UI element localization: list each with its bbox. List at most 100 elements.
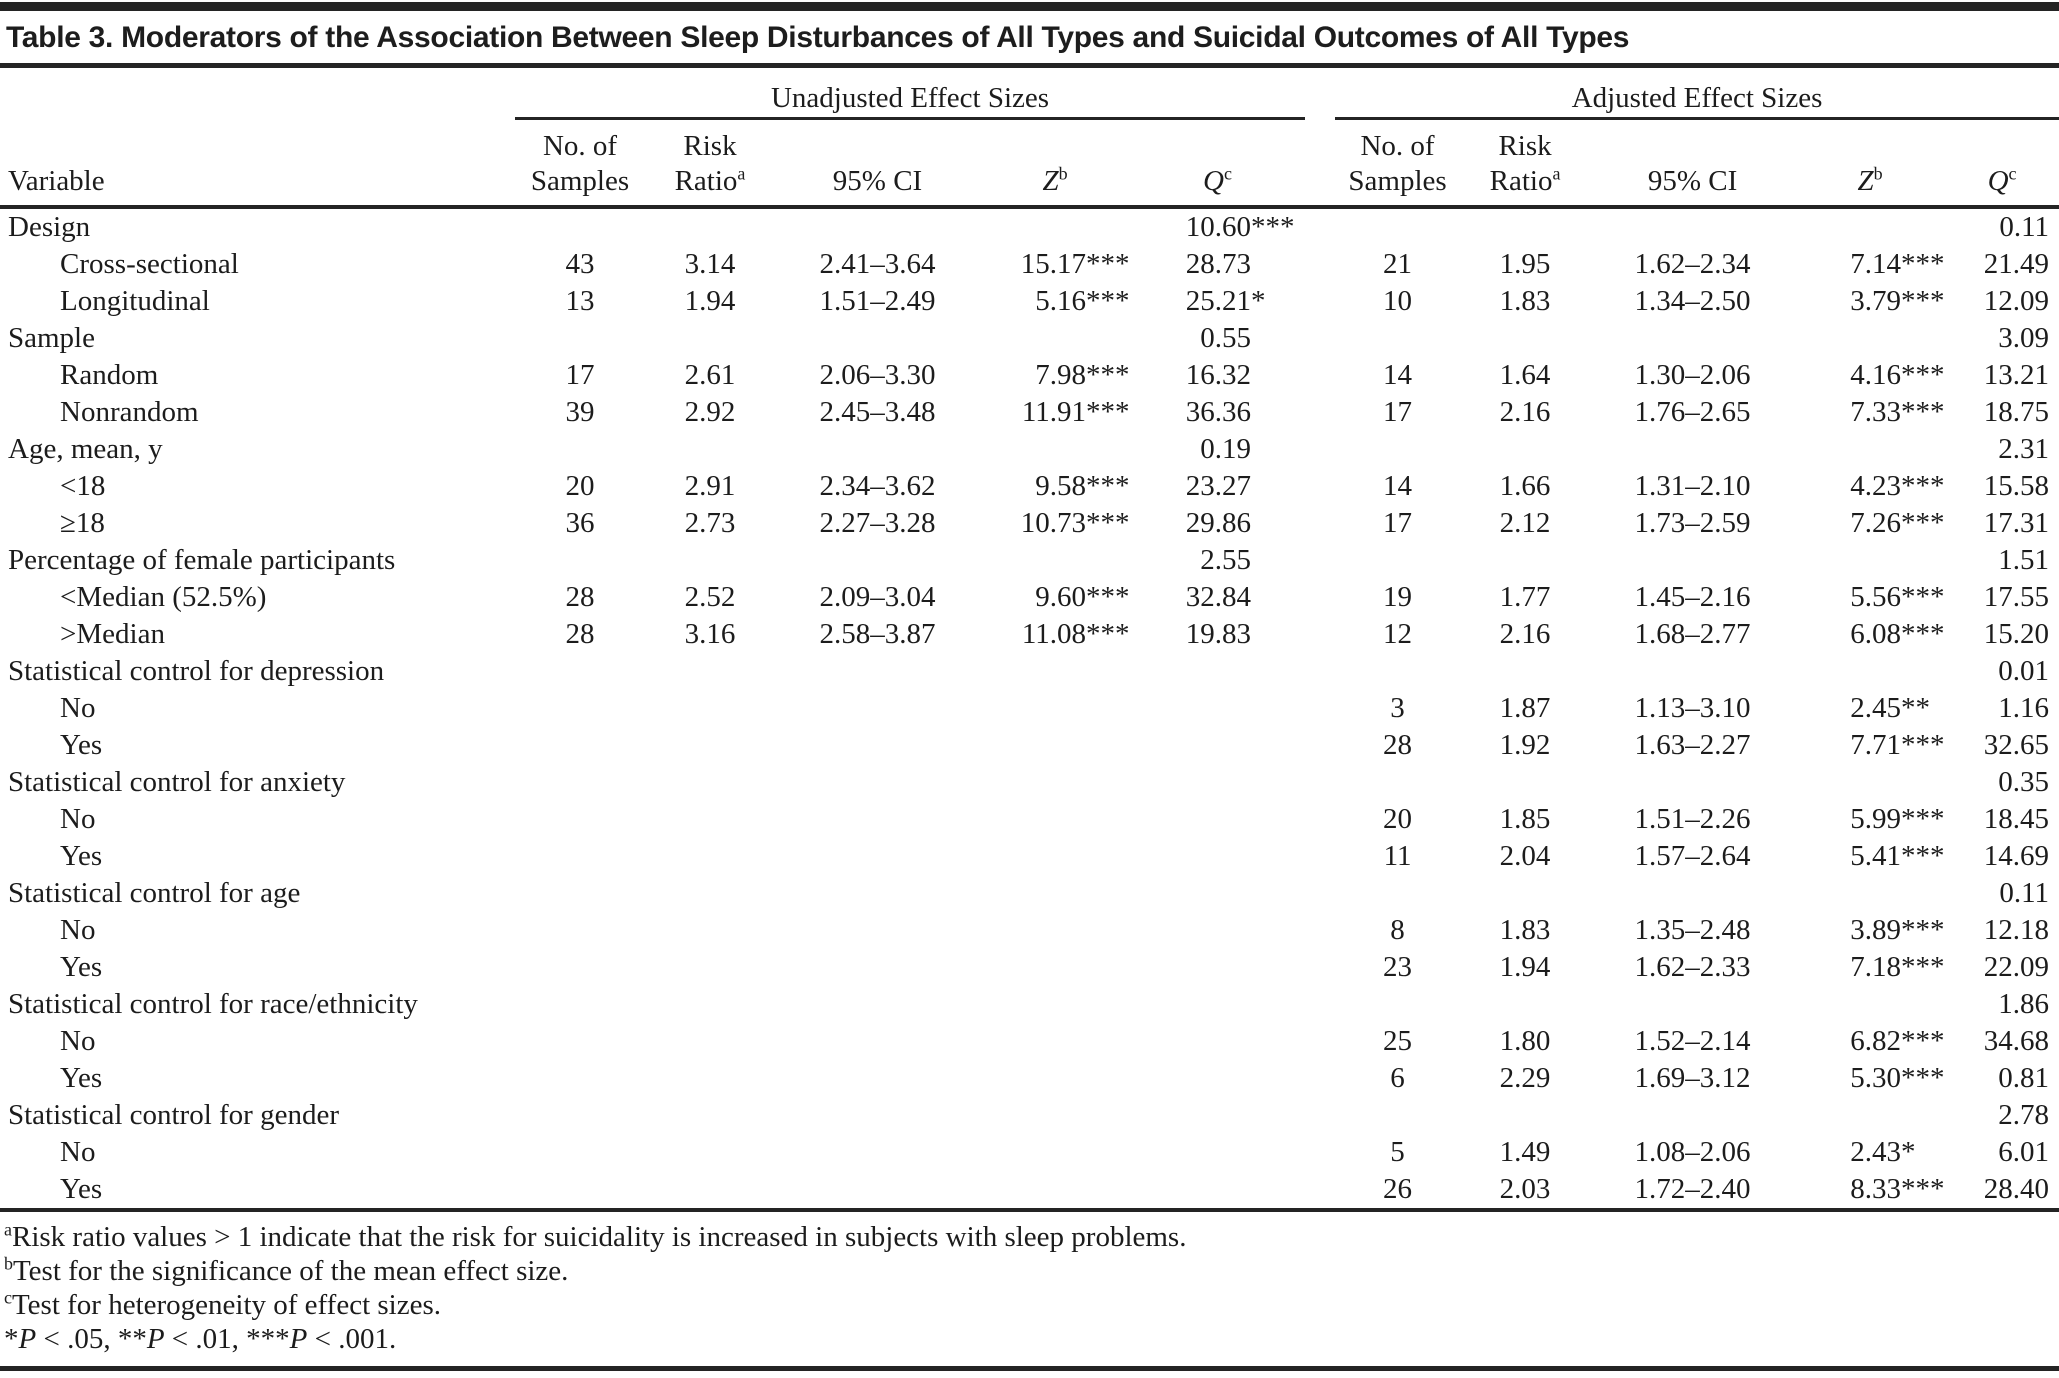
significance-stars: *** xyxy=(1901,470,1945,502)
cell-adjusted-samples xyxy=(1335,875,1460,912)
cell-value: 7.33 xyxy=(1850,396,1902,428)
cell-adjusted-z xyxy=(1795,320,1945,357)
cell-value: 17.31 xyxy=(1983,507,2050,539)
cell-gap xyxy=(1305,875,1335,912)
table-row: Statistical control for age 0.11 xyxy=(0,875,2059,912)
cell-adjusted-ci: 1.69–3.12 xyxy=(1634,1062,1751,1094)
cell-unadjusted-samples xyxy=(515,1171,645,1210)
cell-adjusted-z: 4.16*** xyxy=(1795,357,1945,394)
significance-text: < .05, xyxy=(36,1323,118,1355)
column-group-blank xyxy=(0,68,515,119)
cell-value: 15.58 xyxy=(1983,470,2050,502)
cell-adjusted-samples xyxy=(1335,207,1460,246)
cell-unadjusted-samples xyxy=(515,1060,645,1097)
significance-stars: *** xyxy=(1086,470,1130,502)
cell-unadjusted-z xyxy=(980,690,1130,727)
significance-stars: *** xyxy=(1901,1025,1945,1057)
cell-unadjusted-q: 29.86 xyxy=(1130,505,1305,542)
cell-unadjusted-z xyxy=(980,1023,1130,1060)
cell-value: 2.31 xyxy=(1998,433,2050,465)
significance-stars: *** xyxy=(1901,803,1945,835)
table-row: Statistical control for anxiety 0.35 xyxy=(0,764,2059,801)
cell-adjusted-q: 34.68 xyxy=(1945,1023,2059,1060)
cell-unadjusted-ratio xyxy=(645,986,775,1023)
column-header-label: No. of xyxy=(1360,130,1435,162)
cell-adjusted-z: 5.99*** xyxy=(1795,801,1945,838)
cell-adjusted-z xyxy=(1795,653,1945,690)
cell-value: 16.32 xyxy=(1185,359,1252,391)
cell-unadjusted-ratio xyxy=(645,949,775,986)
cell-unadjusted-z xyxy=(980,838,1130,875)
cell-unadjusted-q: 23.27 xyxy=(1130,468,1305,505)
cell-unadjusted-ratio: 2.91 xyxy=(684,470,736,502)
table-row: <Median (52.5%) 28 2.52 2.09–3.04 9.60*** 32.… xyxy=(0,579,2059,616)
table-row: Cross-sectional 43 3.14 2.41–3.64 15.17*** 28… xyxy=(0,246,2059,283)
column-header-variable: Variable xyxy=(0,118,515,209)
column-header-label: 95% CI xyxy=(1647,165,1738,197)
cell-adjusted-q: 0.35 xyxy=(1945,764,2059,801)
footnote-a-marker: a xyxy=(4,1219,12,1240)
cell-unadjusted-z xyxy=(980,801,1130,838)
cell-unadjusted-ci xyxy=(775,1060,980,1097)
cell-value: 32.84 xyxy=(1185,581,1252,613)
cell-adjusted-ratio: 2.12 xyxy=(1499,507,1551,539)
cell-unadjusted-q: 28.73 xyxy=(1130,246,1305,283)
significance-stars: *** xyxy=(1086,581,1130,613)
cell-unadjusted-z xyxy=(980,653,1130,690)
cell-unadjusted-ci: 1.51–2.49 xyxy=(819,285,936,317)
cell-adjusted-z: 4.23*** xyxy=(1795,468,1945,505)
cell-unadjusted-samples xyxy=(515,1097,645,1134)
cell-unadjusted-samples xyxy=(515,838,645,875)
column-group-unadjusted: Unadjusted Effect Sizes xyxy=(515,68,1306,120)
cell-value: 18.75 xyxy=(1983,396,2050,428)
cell-unadjusted-ci: 2.09–3.04 xyxy=(819,581,936,613)
cell-adjusted-samples xyxy=(1335,431,1460,468)
cell-unadjusted-z xyxy=(980,764,1130,801)
cell-unadjusted-samples xyxy=(515,764,645,801)
cell-unadjusted-z xyxy=(980,431,1130,468)
cell-unadjusted-q xyxy=(1130,912,1305,949)
table-row: Statistical control for depression 0.01 xyxy=(0,653,2059,690)
cell-value: 0.11 xyxy=(1999,211,2050,243)
cell-unadjusted-ratio: 3.14 xyxy=(684,248,736,280)
column-header-label: Samples xyxy=(1348,165,1447,197)
table-row: >Median 28 3.16 2.58–3.87 11.08*** 19.83 12 2.1… xyxy=(0,616,2059,653)
cell-adjusted-samples: 6 xyxy=(1390,1062,1405,1094)
cell-adjusted-samples: 23 xyxy=(1383,951,1413,983)
cell-adjusted-ratio: 1.83 xyxy=(1499,914,1551,946)
column-group-gap xyxy=(1305,68,1335,119)
cell-unadjusted-ratio xyxy=(645,690,775,727)
cell-adjusted-q: 18.75 xyxy=(1945,394,2059,431)
cell-unadjusted-q xyxy=(1130,1134,1305,1171)
cell-value: 5.30 xyxy=(1850,1062,1902,1094)
significance-stars: *** xyxy=(1086,396,1130,428)
cell-unadjusted-z xyxy=(980,1097,1130,1134)
column-header-adjusted-ci: 95% CI xyxy=(1590,118,1796,209)
cell-unadjusted-q xyxy=(1130,838,1305,875)
cell-value: 9.58 xyxy=(1035,470,1086,502)
cell-unadjusted-ratio xyxy=(645,431,775,468)
cell-unadjusted-samples: 28 xyxy=(565,581,595,613)
cell-value: 6.08 xyxy=(1850,618,1902,650)
cell-value: 7.14 xyxy=(1850,248,1902,280)
cell-gap xyxy=(1305,727,1335,764)
column-header-superscript: c xyxy=(1224,163,1232,184)
footnote-c: cTest for heterogeneity of effect sizes. xyxy=(4,1288,2059,1322)
cell-unadjusted-q: 19.83 xyxy=(1130,616,1305,653)
cell-adjusted-q: 3.09 xyxy=(1945,320,2059,357)
cell-variable: Design xyxy=(8,211,91,243)
cell-gap xyxy=(1305,320,1335,357)
cell-adjusted-q: 2.78 xyxy=(1945,1097,2059,1134)
cell-value: 0.35 xyxy=(1998,766,2050,798)
cell-value: 1.86 xyxy=(1998,988,2050,1020)
column-header-adjusted-samples: No. of Samples xyxy=(1335,118,1461,209)
cell-value: 8.33 xyxy=(1850,1173,1902,1205)
cell-unadjusted-z: 10.73*** xyxy=(980,505,1130,542)
cell-unadjusted-z xyxy=(980,1134,1130,1171)
significance-stars: *** xyxy=(1901,507,1945,539)
cell-value: 2.43 xyxy=(1850,1136,1902,1168)
footnotes: aRisk ratio values > 1 indicate that the… xyxy=(0,1212,2059,1361)
cell-adjusted-q: 15.20 xyxy=(1945,616,2059,653)
cell-value: 11.91 xyxy=(1021,396,1086,428)
column-header-superscript: a xyxy=(1552,163,1561,184)
